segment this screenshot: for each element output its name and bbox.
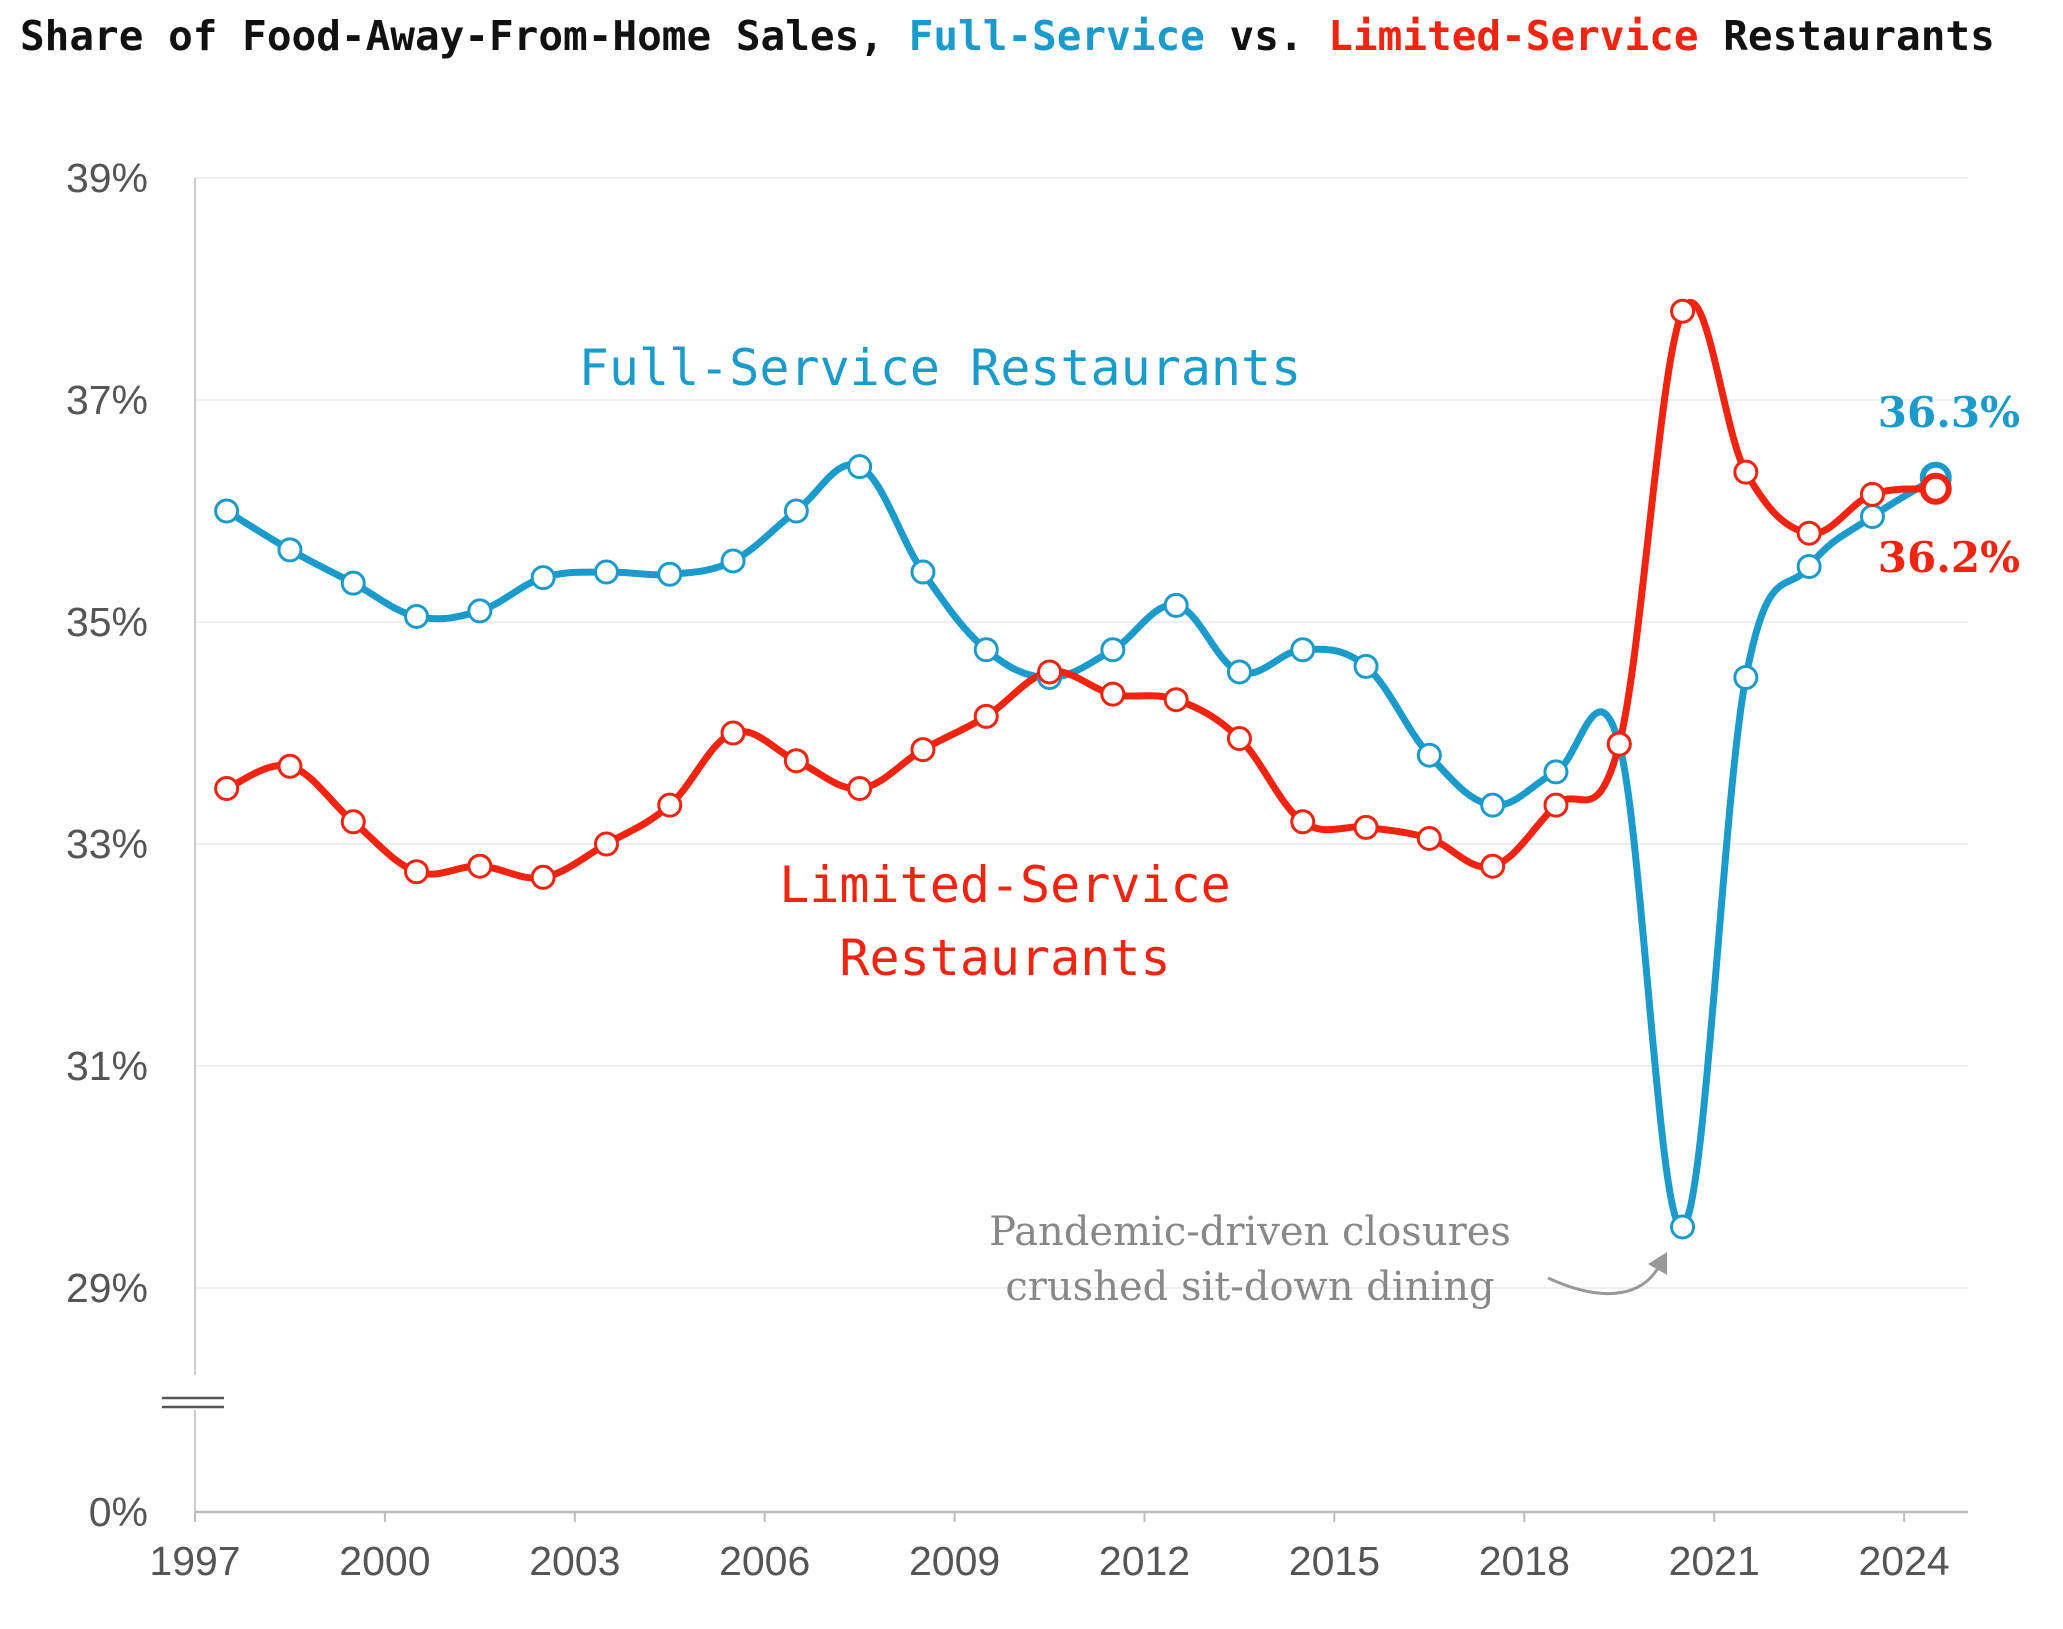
y-tick-label: 39% bbox=[66, 155, 148, 201]
x-tick-label: 2009 bbox=[909, 1538, 1000, 1584]
axes bbox=[162, 178, 1968, 1514]
y-tick-label: 37% bbox=[66, 377, 148, 423]
full-service-point bbox=[1226, 659, 1252, 685]
x-tick-label: 2021 bbox=[1669, 1538, 1760, 1584]
full-service-point bbox=[783, 498, 809, 524]
series-lines bbox=[223, 298, 1940, 1231]
limited-service-point bbox=[277, 753, 303, 779]
limited-service-point bbox=[910, 737, 936, 763]
limited-service-point bbox=[1670, 298, 1696, 324]
limited-service-point bbox=[1543, 792, 1569, 818]
limited-service-series-label-line2: Restaurants bbox=[839, 929, 1170, 987]
full-service-point bbox=[1416, 742, 1442, 768]
limited-service-point bbox=[1100, 681, 1126, 707]
full-service-point bbox=[1290, 637, 1316, 663]
x-tick-label: 2015 bbox=[1289, 1538, 1380, 1584]
limited-service-point bbox=[1163, 687, 1189, 713]
annotation-line1: Pandemic-driven closures bbox=[989, 1209, 1511, 1255]
x-tick-label: 2000 bbox=[339, 1538, 430, 1584]
full-service-point bbox=[910, 559, 936, 585]
limited-service-point bbox=[720, 720, 746, 746]
x-tick-label: 2018 bbox=[1479, 1538, 1570, 1584]
subtitle-limited-service: Limited-Service bbox=[1328, 12, 1699, 60]
chart-subtitle: Share of Food-Away-From-Home Sales, Full… bbox=[20, 12, 1995, 60]
full-service-point bbox=[1100, 637, 1126, 663]
limited-service-point bbox=[1859, 481, 1885, 507]
limited-service-point bbox=[1796, 520, 1822, 546]
limited-service-point bbox=[1733, 459, 1759, 485]
limited-service-point bbox=[1606, 731, 1632, 757]
full-service-point bbox=[1163, 592, 1189, 618]
limited-service-point bbox=[783, 748, 809, 774]
annotation-line2: crushed sit-down dining bbox=[1005, 1264, 1494, 1310]
limited-service-point bbox=[1480, 853, 1506, 879]
gridlines bbox=[195, 177, 1968, 1289]
subtitle-prefix: Share of Food-Away-From-Home Sales, bbox=[20, 12, 909, 60]
subtitle-vs: vs. bbox=[1204, 12, 1329, 60]
full-service-point bbox=[1733, 665, 1759, 690]
full-service-point bbox=[593, 559, 619, 585]
limited-service-point bbox=[1353, 814, 1379, 840]
limited-service-point bbox=[1416, 825, 1442, 851]
y-tick-labels: 0% 29% 31% 33% 35% 37% 39% bbox=[66, 155, 148, 1535]
full-service-point bbox=[1480, 792, 1506, 818]
full-service-point bbox=[214, 498, 240, 524]
limited-service-point bbox=[530, 864, 556, 890]
x-tick-label: 1997 bbox=[149, 1538, 240, 1584]
full-service-point bbox=[340, 570, 366, 596]
full-service-point bbox=[847, 454, 873, 480]
subtitle-suffix: Restaurants bbox=[1698, 12, 1995, 60]
limited-service-point bbox=[973, 703, 999, 729]
subtitle-full-service: Full-Service bbox=[908, 12, 1205, 60]
limited-service-point bbox=[593, 831, 619, 857]
limited-service-point bbox=[1226, 726, 1252, 752]
full-service-point bbox=[657, 561, 683, 587]
x-tick-label: 2006 bbox=[719, 1538, 810, 1584]
limited-service-point bbox=[467, 853, 493, 879]
full-service-point bbox=[530, 565, 556, 591]
y-tick-label: 29% bbox=[66, 1265, 148, 1311]
limited-service-point bbox=[340, 809, 366, 835]
x-tick-labels: 1997 2000 2003 2006 2009 2012 2015 2018 2021 2024 bbox=[149, 1512, 1950, 1584]
limited-service-point bbox=[657, 792, 683, 818]
full-service-series-label: Full-Service Restaurants bbox=[579, 339, 1301, 397]
limited-service-end-value: 36.2% bbox=[1878, 533, 2020, 582]
limited-service-point bbox=[847, 776, 873, 801]
limited-service-point bbox=[1919, 472, 1952, 505]
full-service-point bbox=[404, 603, 430, 629]
full-service-point bbox=[973, 637, 999, 663]
limited-service-series-label-line1: Limited-Service bbox=[779, 856, 1231, 914]
y-tick-label: 35% bbox=[66, 599, 148, 645]
limited-service-point bbox=[1290, 809, 1316, 835]
full-service-point bbox=[1796, 554, 1822, 579]
full-service-point bbox=[277, 537, 303, 563]
full-service-point bbox=[1543, 759, 1569, 785]
limited-service-point bbox=[1037, 659, 1063, 685]
y-tick-label: 31% bbox=[66, 1043, 148, 1089]
full-service-line bbox=[223, 461, 1940, 1231]
full-service-end-value: 36.3% bbox=[1878, 388, 2020, 437]
limited-service-point bbox=[214, 776, 240, 801]
full-service-point bbox=[467, 598, 493, 624]
series-points bbox=[214, 298, 1952, 1240]
x-tick-label: 2012 bbox=[1099, 1538, 1190, 1584]
full-service-point bbox=[1353, 653, 1379, 679]
annotation-arrow bbox=[1547, 1267, 1660, 1296]
full-service-point bbox=[1670, 1214, 1696, 1240]
full-service-point bbox=[720, 548, 746, 574]
x-tick-label: 2003 bbox=[529, 1538, 620, 1584]
y-tick-label: 0% bbox=[89, 1489, 148, 1535]
annotation-arrowhead bbox=[1648, 1252, 1667, 1275]
y-tick-label: 33% bbox=[66, 821, 148, 867]
x-tick-label: 2024 bbox=[1858, 1538, 1949, 1584]
limited-service-point bbox=[404, 859, 430, 885]
full-service-point bbox=[1859, 504, 1885, 530]
